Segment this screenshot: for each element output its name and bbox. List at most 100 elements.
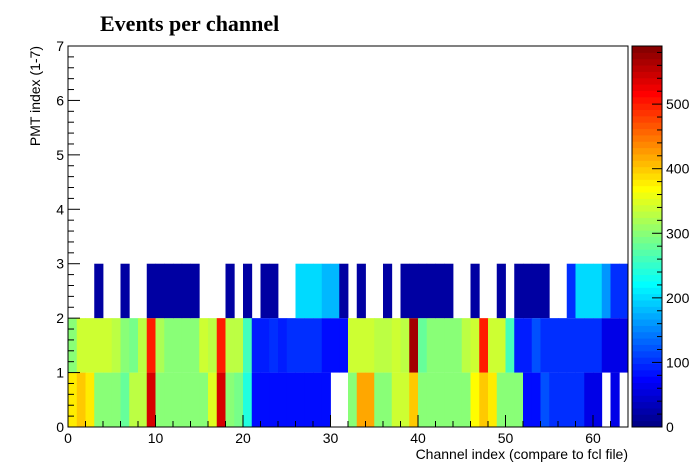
- heatmap-cell-r0-c27: [304, 372, 314, 427]
- heatmap-cell-r2-c57: [566, 263, 576, 319]
- x-tick-label: 30: [323, 430, 339, 446]
- heatmap-cell-r2-c52: [523, 263, 533, 319]
- heatmap-cell-r2-c39: [409, 263, 419, 319]
- heatmap-cell-r1-c57: [566, 318, 576, 373]
- colorbar-band: [632, 363, 662, 371]
- x-tick-label: 0: [64, 430, 72, 446]
- colorbar-band: [632, 109, 662, 117]
- heatmap-cell-r1-c39: [409, 318, 419, 373]
- heatmap-cells: [68, 263, 629, 427]
- heatmap-cell-r1-c58: [575, 318, 585, 373]
- colorbar-band: [632, 141, 662, 149]
- colorbar-band: [632, 71, 662, 79]
- heatmap-cell-r1-c7: [129, 318, 139, 373]
- heatmap-cell-r1-c17: [216, 318, 226, 373]
- colorbar-band: [632, 312, 662, 320]
- heatmap-cell-r0-c16: [208, 372, 218, 427]
- colorbar-band: [632, 230, 662, 237]
- heatmap-cell-r1-c5: [111, 318, 121, 373]
- colorbar-band: [632, 65, 662, 72]
- heatmap-cell-r1-c31: [339, 318, 349, 373]
- colorbar-band: [632, 287, 662, 295]
- heatmap-cell-r2-c3: [94, 263, 104, 319]
- heatmap-cell-r1-c1: [76, 318, 86, 373]
- heatmap-cell-r0-c5: [111, 372, 121, 427]
- heatmap-cell-r0-c51: [514, 372, 524, 427]
- y-tick-label: 0: [56, 419, 64, 435]
- heatmap-cell-r0-c2: [85, 372, 95, 427]
- y-tick-label: 5: [56, 147, 64, 163]
- heatmap-cell-r2-c46: [470, 263, 480, 319]
- colorbar-band: [632, 179, 662, 187]
- heatmap-cell-r0-c14: [190, 372, 200, 427]
- heatmap-cell-r1-c47: [479, 318, 489, 373]
- heatmap-cell-r1-c54: [540, 318, 550, 373]
- heatmap-cell-r1-c59: [584, 318, 594, 373]
- heatmap-cell-r1-c10: [155, 318, 165, 373]
- x-tick-label: 60: [585, 430, 601, 446]
- heatmap-cell-r1-c23: [269, 318, 279, 373]
- heatmap-cell-r1-c50: [505, 318, 515, 373]
- heatmap-cell-r1-c33: [356, 318, 366, 373]
- colorbar-band: [632, 122, 662, 130]
- colorbar-band: [632, 255, 662, 263]
- heatmap-cell-r0-c8: [138, 372, 148, 427]
- y-tick-label: 6: [56, 92, 64, 108]
- heatmap-cell-r0-c3: [94, 372, 104, 427]
- heatmap-cell-r1-c8: [138, 318, 148, 373]
- colorbar-band: [632, 376, 662, 384]
- colorbar-band: [632, 52, 662, 60]
- colorbar-band: [632, 128, 662, 136]
- heatmap-cell-r0-c10: [155, 372, 165, 427]
- colorbar-band: [632, 280, 662, 288]
- colorbar-frame: [631, 45, 663, 428]
- heatmap-cell-r1-c12: [173, 318, 183, 373]
- heatmap-cell-r1-c53: [531, 318, 541, 373]
- heatmap-cell-r2-c41: [426, 263, 436, 319]
- heatmap-cell-r1-c21: [251, 318, 261, 373]
- heatmap-cell-r0-c58: [575, 372, 585, 427]
- colorbar-band: [632, 338, 662, 345]
- heatmap-cell-r0-c37: [391, 372, 401, 427]
- heatmap-cell-r0-c55: [549, 372, 559, 427]
- heatmap-cell-r0-c6: [120, 372, 130, 427]
- colorbar-band: [632, 325, 662, 333]
- heatmap-cell-r0-c36: [383, 372, 393, 427]
- heatmap-cell-r0-c28: [313, 372, 323, 427]
- heatmap-cell-r0-c34: [365, 372, 375, 427]
- heatmap-cell-r1-c45: [461, 318, 471, 373]
- colorbar-band: [632, 115, 662, 123]
- colorbar-band: [632, 192, 662, 199]
- heatmap-cell-r1-c26: [295, 318, 305, 373]
- heatmap-cell-r0-c4: [103, 372, 113, 427]
- heatmap-cell-r1-c18: [225, 318, 235, 373]
- heatmap-cell-r0-c18: [225, 372, 235, 427]
- colorbar-band: [632, 261, 662, 269]
- heatmap-cell-r1-c62: [610, 318, 620, 373]
- heatmap-cell-r2-c6: [120, 263, 130, 319]
- colorbar-band: [632, 90, 662, 98]
- y-tick-label: 4: [56, 201, 64, 217]
- heatmap-cell-r2-c29: [321, 263, 331, 319]
- heatmap-cell-r0-c29: [321, 372, 331, 427]
- heatmap-cell-r0-c48: [488, 372, 498, 427]
- heatmap-cell-r1-c40: [418, 318, 428, 373]
- x-tick-label: 20: [235, 430, 251, 446]
- colorbar-band: [632, 420, 662, 428]
- y-tick-label: 7: [56, 38, 64, 54]
- colorbar-band: [632, 319, 662, 326]
- y-axis-title: PMT index (1-7): [27, 46, 43, 146]
- heatmap-cell-r2-c54: [540, 263, 550, 319]
- heatmap-cell-r0-c44: [453, 372, 463, 427]
- x-axis-title: Channel index (compare to fcl file): [416, 446, 628, 462]
- colorbar-band: [632, 268, 662, 276]
- heatmap-cell-r1-c32: [348, 318, 358, 373]
- colorbar-band: [632, 153, 662, 161]
- colorbar-band: [632, 293, 662, 301]
- heatmap-cell-r0-c33: [356, 372, 366, 427]
- colorbar-band: [632, 223, 662, 231]
- heatmap-cell-r1-c52: [523, 318, 533, 373]
- colorbar-band: [632, 160, 662, 168]
- heatmap-cell-r0-c46: [470, 372, 480, 427]
- heatmap-cell-r0-c56: [558, 372, 568, 427]
